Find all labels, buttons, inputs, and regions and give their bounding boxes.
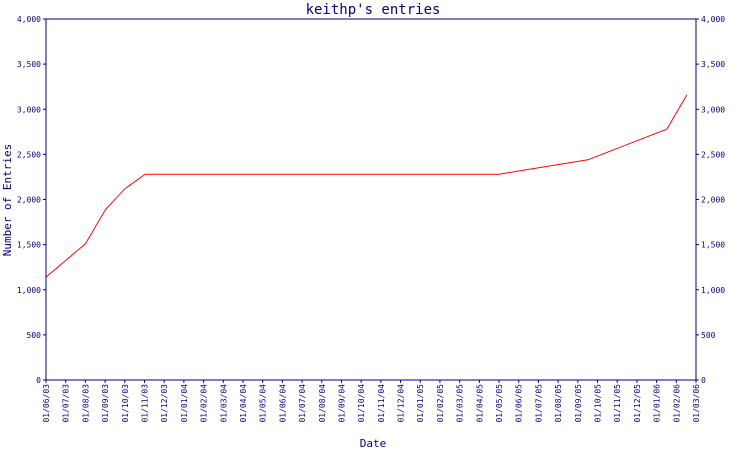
y-tick-label-left: 2,500 — [17, 150, 41, 159]
x-tick-label: 01/11/04 — [377, 384, 386, 423]
x-tick-label: 01/10/04 — [357, 384, 366, 423]
plot-frame — [45, 18, 697, 381]
x-axis-title: Date — [360, 437, 387, 450]
x-tick-label: 01/06/03 — [42, 384, 51, 423]
x-tick-label: 01/04/05 — [475, 384, 484, 423]
y-tick-label-left: 2,000 — [17, 196, 41, 205]
series-line — [45, 94, 688, 278]
y-tick-label-right: 3,000 — [701, 105, 725, 114]
x-tick-label: 01/02/05 — [436, 384, 445, 423]
x-tick-label: 01/06/05 — [515, 384, 524, 423]
y-tick-label-right: 1,500 — [701, 241, 725, 250]
y-tick-label-left: 3,500 — [17, 60, 41, 69]
y-tick-label-left: 0 — [36, 376, 41, 385]
x-tick-label: 01/12/04 — [397, 384, 406, 423]
y-tick-label-right: 3,500 — [701, 60, 725, 69]
x-tick-label: 01/05/04 — [259, 384, 268, 423]
y-tick-label-left: 3,000 — [17, 105, 41, 114]
x-tick-label: 01/01/05 — [416, 384, 425, 423]
x-tick-label: 01/07/05 — [534, 384, 543, 423]
y-tick-label-left: 1,500 — [17, 241, 41, 250]
x-tick-label: 01/12/05 — [633, 384, 642, 423]
y-tick-label-left: 4,000 — [17, 15, 41, 24]
x-tick-label: 01/10/05 — [594, 384, 603, 423]
x-tick-label: 01/06/04 — [278, 384, 287, 423]
y-axis-title: Number of Entries — [1, 144, 14, 257]
x-tick-label: 01/11/03 — [140, 384, 149, 423]
y-tick-label-left: 500 — [27, 331, 42, 340]
x-tick-label: 01/08/05 — [554, 384, 563, 423]
x-tick-label: 01/08/03 — [81, 384, 90, 423]
x-tick-label: 01/02/06 — [672, 384, 681, 423]
x-tick-label: 01/02/04 — [200, 384, 209, 423]
x-tick-label: 01/07/04 — [298, 384, 307, 423]
x-tick-label: 01/03/05 — [456, 384, 465, 423]
y-tick-label-right: 0 — [701, 376, 706, 385]
chart-title: keithp's entries — [306, 2, 441, 18]
series-layer — [45, 94, 688, 278]
x-tick-label: 01/08/04 — [318, 384, 327, 423]
x-tick-label: 01/07/03 — [62, 384, 71, 423]
x-tick-label: 01/01/06 — [653, 384, 662, 423]
y-tick-label-right: 1,000 — [701, 286, 725, 295]
y-ticks-left: 0 500 1,000 1,500 2,000 2,500 3,000 3,500 4,000 — [17, 15, 46, 385]
x-tick-label: 01/11/05 — [613, 384, 622, 423]
x-ticks: 01/06/03 01/07/03 01/08/03 01/09/03 01/10/03… — [42, 380, 701, 423]
x-tick-label: 01/10/03 — [121, 384, 130, 423]
y-tick-label-right: 2,000 — [701, 196, 725, 205]
y-tick-label-right: 500 — [701, 331, 716, 340]
y-tick-label-left: 1,000 — [17, 286, 41, 295]
x-tick-label: 01/05/05 — [495, 384, 504, 423]
x-tick-label: 01/12/03 — [160, 384, 169, 423]
y-ticks-right: 0 500 1,000 1,500 2,000 2,500 3,000 3,500 4,000 — [696, 15, 725, 385]
x-tick-label: 01/03/06 — [692, 384, 701, 423]
x-tick-label: 01/03/04 — [219, 384, 228, 423]
x-tick-label: 01/04/04 — [239, 384, 248, 423]
x-tick-label: 01/09/04 — [337, 384, 346, 423]
x-tick-label: 01/09/05 — [574, 384, 583, 423]
x-tick-label: 01/01/04 — [180, 384, 189, 423]
x-tick-label: 01/09/03 — [101, 384, 110, 423]
y-tick-label-right: 2,500 — [701, 150, 725, 159]
y-tick-label-right: 4,000 — [701, 15, 725, 24]
